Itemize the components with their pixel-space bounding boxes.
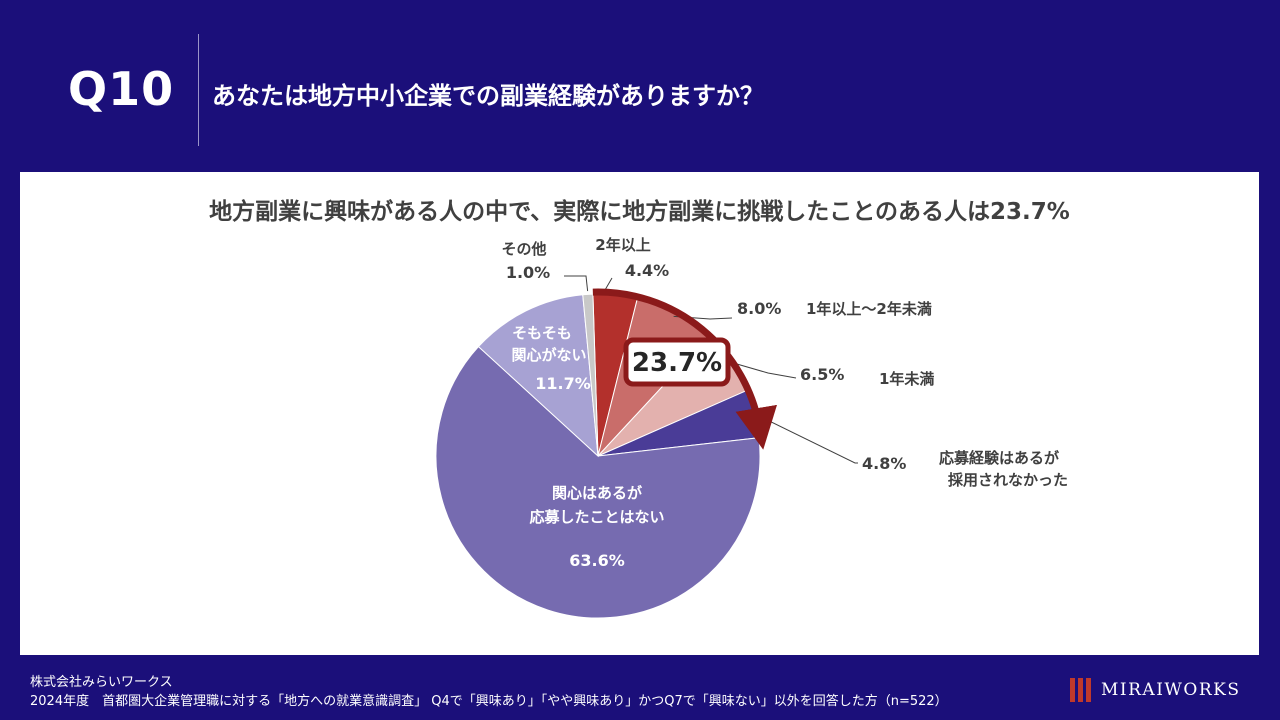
question-text: あなたは地方中小企業での副業経験がありますか？ [212, 82, 764, 110]
slice-label-other-name: その他 [501, 240, 546, 258]
logo-mark-icon [1070, 678, 1091, 702]
callout-box [623, 337, 731, 387]
slice-label-rejected-name-2: 採用されなかった [948, 471, 1068, 489]
slice-label-uninterested-value: 11.7% [535, 374, 591, 393]
slice-label-2y-plus-name: 2年以上 [595, 236, 650, 254]
slice-label-1to2y-value: 8.0% [737, 299, 781, 318]
slice-label-interested-value: 63.6% [569, 551, 625, 570]
slice-label-1to2y-name: 1年以上～2年未満 [806, 300, 932, 318]
callout-value: 23.7% [632, 348, 722, 378]
slice-label-under1y-value: 6.5% [800, 365, 844, 384]
slice-label-uninterested-name-1: そもそも [512, 324, 572, 342]
footer-source: 2024年度 首都圏大企業管理職に対する「地方への就業意識調査」 Q4で「興味あ… [30, 694, 948, 709]
pie-chart: 23.7% その他 1.0% 2年以上 4.4% 8.0% 1年以上～2年未満 … [435, 236, 1068, 619]
logo-text: MIRAIWORKS [1101, 680, 1241, 700]
callout-arrow [592, 288, 777, 450]
leader-line-other [564, 275, 589, 292]
slice-other [582, 293, 599, 457]
chart-panel: 地方副業に興味がある人の中で、実際に地方副業に挑戦したことのある人は23.7% … [20, 172, 1259, 655]
slice-label-rejected-value: 4.8% [862, 454, 906, 473]
footer: 株式会社みらいワークス 2024年度 首都圏大企業管理職に対する「地方への就業意… [30, 673, 948, 711]
slice-label-interested-name-2: 応募したことはない [529, 508, 664, 526]
slice-label-other-value: 1.0% [506, 263, 550, 282]
company-logo: MIRAIWORKS [1070, 676, 1240, 704]
slice-label-2y-plus-value: 4.4% [625, 261, 669, 280]
slice-interested [435, 345, 761, 619]
chart-headline: 地方副業に興味がある人の中で、実際に地方副業に挑戦したことのある人は23.7% [209, 199, 1070, 225]
leader-line-rejected [754, 413, 858, 464]
question-number: Q10 [68, 62, 175, 116]
slice-uninterested [477, 294, 599, 458]
slice-label-uninterested-name-2: 関心がない [511, 346, 586, 364]
leader-line-under1y [729, 361, 797, 379]
slice-label-interested-name-1: 関心はあるが [552, 484, 643, 502]
header-divider [198, 34, 199, 146]
slice-label-under1y-name: 1年未満 [879, 370, 934, 388]
footer-company: 株式会社みらいワークス [30, 675, 173, 690]
slice-label-rejected-name-1: 応募経験はあるが [939, 449, 1060, 467]
